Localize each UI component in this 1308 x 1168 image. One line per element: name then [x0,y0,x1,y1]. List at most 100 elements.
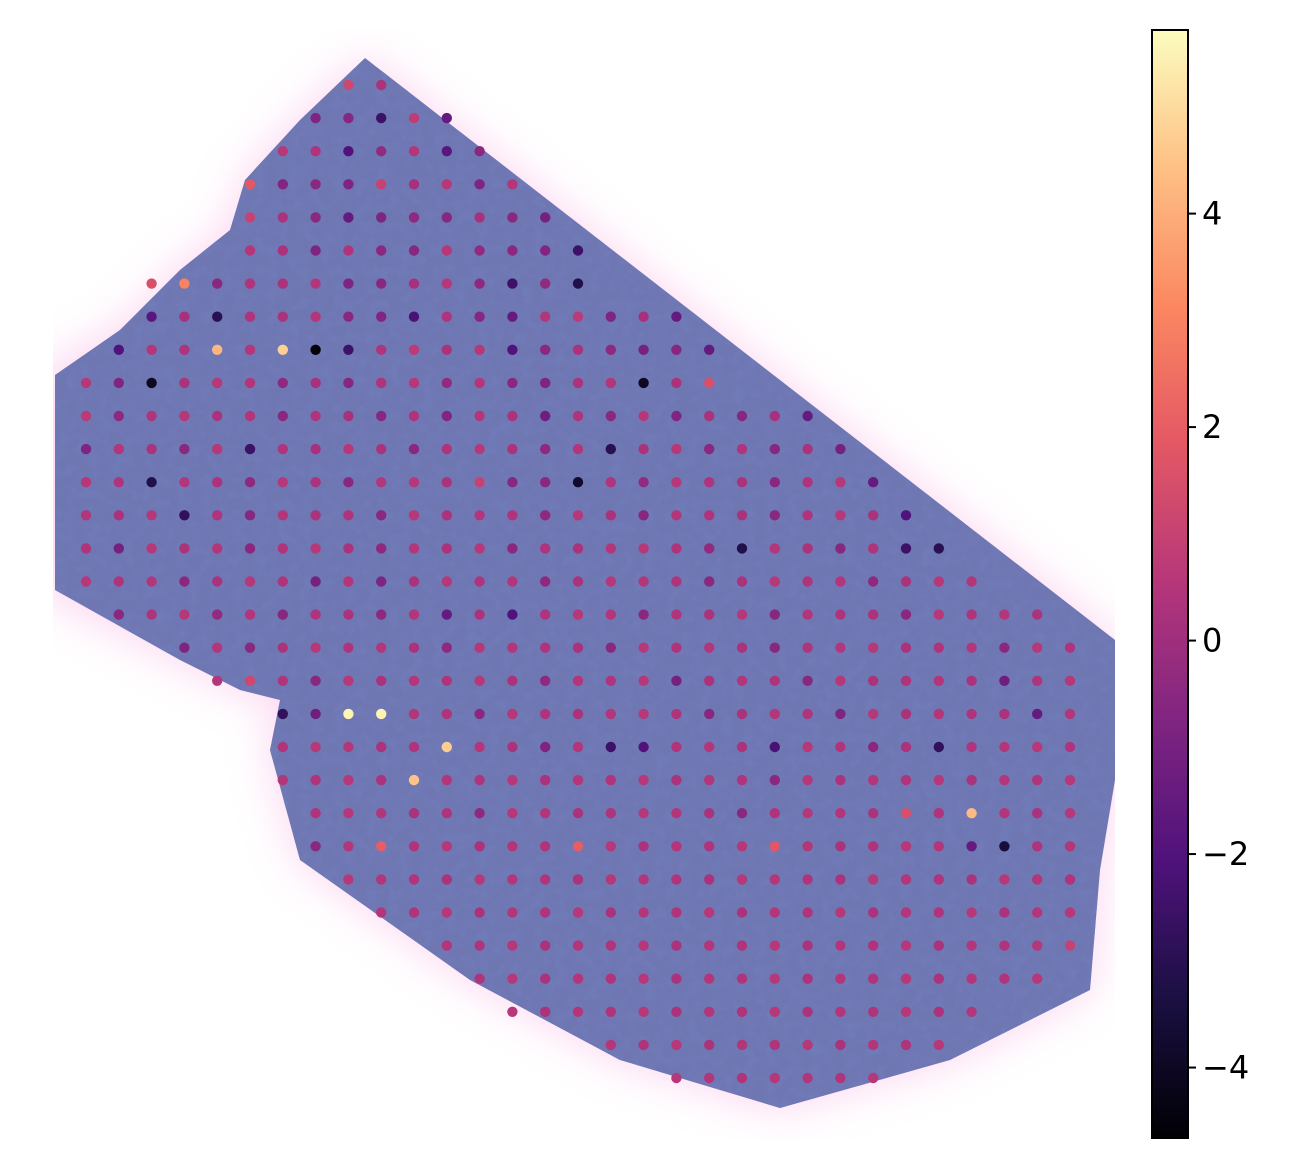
spot [900,973,912,984]
spot [1032,675,1043,686]
spot [540,940,551,951]
spot [605,543,616,554]
spot [671,774,682,786]
spot [572,940,584,951]
spot [540,808,551,819]
spot [244,212,256,223]
spot [1064,741,1076,753]
spot [933,874,944,885]
spot [474,311,485,322]
spot [310,477,321,488]
spot [638,907,649,918]
spot [376,510,387,521]
spot [146,609,157,620]
spot [540,774,551,786]
spot [868,543,879,554]
spot [933,543,944,554]
spot [146,576,157,587]
spot [310,510,321,521]
spot [507,278,518,289]
colorbar-tick-label: −2 [1202,835,1249,873]
spot [868,774,879,786]
spot [474,278,485,289]
spot [343,477,354,488]
spot [376,609,387,620]
spot [900,708,912,720]
spot [736,808,748,819]
spot [507,344,518,355]
spot [835,1006,846,1017]
spot [474,410,485,422]
spot [835,543,846,554]
spot [376,708,387,720]
spot [900,841,912,852]
spot [704,377,715,389]
spot [933,841,944,852]
spot [212,410,223,422]
spot [277,278,288,289]
spot [572,377,584,389]
spot [933,675,944,686]
spot [638,808,649,819]
spot [835,642,846,653]
spot [310,112,321,124]
spot [605,1039,616,1051]
spot [376,741,387,753]
spot [638,543,649,554]
spot [376,344,387,355]
spot [802,576,813,587]
spot [179,543,190,554]
spot [507,808,518,819]
spot [605,642,616,653]
spot [408,212,420,223]
spot [868,973,879,984]
spot [671,510,682,521]
spot [441,245,452,256]
spot [474,940,485,951]
spot [605,874,616,885]
spot [343,212,354,223]
spot [671,808,682,819]
spot [769,708,780,720]
spot [605,808,616,819]
spot [802,741,813,753]
spot [212,609,223,620]
spot [1032,907,1043,918]
spot [736,841,748,852]
spot [343,311,354,322]
spot [769,1072,780,1084]
spot [736,940,748,951]
spot [310,576,321,587]
spot [474,874,485,885]
spot [179,477,190,488]
spot [507,907,518,918]
spot [441,344,452,355]
spot [310,245,321,256]
spot [704,510,715,521]
spot [572,907,584,918]
spot [540,576,551,587]
spot [277,675,288,686]
spot [507,510,518,521]
spot [736,973,748,984]
spot [999,907,1010,918]
spot [408,377,420,389]
spot [376,212,387,223]
spot [244,477,256,488]
spot [671,675,682,686]
spot [605,609,616,620]
spot [376,112,387,124]
spot [1032,774,1043,786]
spot [1064,675,1076,686]
spot [244,410,256,422]
spot [999,808,1010,819]
spot [704,1006,715,1017]
spot [1032,874,1043,885]
spot [441,212,452,223]
spot [244,443,256,455]
spot [343,642,354,653]
spot [146,443,157,455]
spot [671,1072,682,1084]
spot [835,510,846,521]
